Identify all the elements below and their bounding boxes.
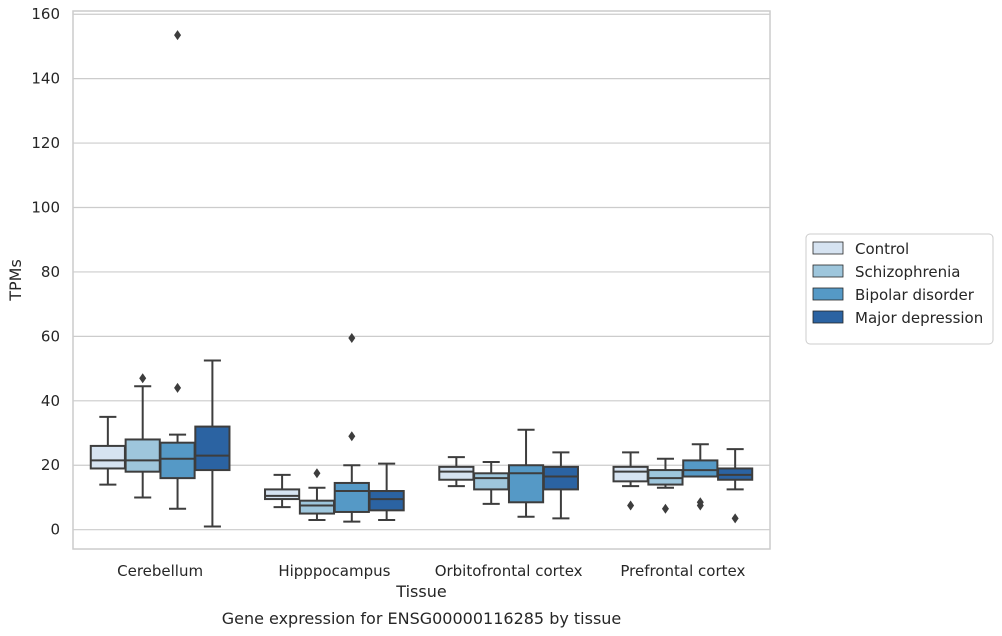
outlier-point [313, 468, 321, 479]
outlier-point [174, 382, 182, 393]
iqr-box [89, 444, 126, 470]
iqr-box [194, 425, 231, 472]
legend: Control Schizophrenia Bipolar disorder Majo… [805, 233, 994, 345]
x-tick-label: Hipppocampus [278, 562, 390, 580]
iqr-box [264, 488, 301, 501]
iqr-box [298, 499, 336, 515]
legend-frame [805, 233, 994, 345]
chart-caption: Gene expression for ENSG00000116285 by t… [222, 609, 622, 628]
x-tick-label: Prefrontal cortex [620, 562, 745, 580]
box-major-depression [542, 451, 579, 520]
iqr-box [333, 481, 370, 513]
iqr-box [473, 472, 510, 491]
box-major-depression [194, 359, 231, 528]
legend-swatch [812, 241, 844, 255]
x-axis-ticks: Cerebellum Hipppocampus Orbitofrontal cort… [117, 562, 745, 580]
y-tick-label: 60 [41, 327, 60, 345]
legend-label: Major depression [855, 309, 983, 327]
legend-swatch [812, 264, 844, 278]
outlier-point [348, 431, 356, 442]
x-axis-label: Tissue [395, 582, 446, 601]
iqr-box [368, 490, 405, 512]
iqr-box [612, 465, 649, 483]
box-control [438, 456, 475, 488]
box-control [89, 415, 126, 486]
box-bipolar-disorder [333, 332, 370, 523]
box-bipolar-disorder [159, 30, 196, 510]
box-major-depression [717, 448, 754, 524]
legend-label: Control [855, 240, 909, 258]
outlier-point [696, 497, 704, 508]
box-bipolar-disorder [682, 443, 719, 511]
outlier-point [627, 500, 635, 511]
y-tick-label: 140 [31, 70, 60, 88]
outlier-point [731, 513, 739, 524]
legend-label: Bipolar disorder [855, 286, 975, 304]
outlier-point [348, 332, 356, 343]
box-schizophrenia [647, 457, 684, 514]
outlier-point [174, 30, 182, 41]
x-tick-label: Orbitofrontal cortex [435, 562, 583, 580]
box-control [612, 451, 649, 511]
box-schizophrenia [298, 468, 336, 522]
outlier-point [661, 503, 669, 514]
box-major-depression [368, 462, 405, 522]
box-schizophrenia [124, 373, 161, 499]
x-tick-label: Cerebellum [117, 562, 203, 580]
iqr-box [507, 464, 545, 504]
iqr-box [159, 441, 196, 480]
iqr-box [124, 438, 161, 473]
y-axis-ticks: 0 20 40 60 80 100 120 140 160 [31, 5, 60, 538]
y-tick-label: 40 [41, 392, 60, 410]
y-tick-label: 0 [50, 521, 60, 539]
box-control [264, 473, 301, 509]
box-schizophrenia [473, 461, 510, 505]
y-tick-label: 120 [31, 134, 60, 152]
y-tick-label: 80 [41, 263, 60, 281]
y-tick-label: 20 [41, 456, 60, 474]
plot-frame [72, 10, 771, 550]
y-tick-label: 160 [31, 5, 60, 23]
iqr-box [682, 459, 719, 478]
box-layer [89, 30, 754, 528]
box-bipolar-disorder [507, 428, 545, 518]
outlier-point [139, 373, 147, 384]
iqr-box [438, 465, 475, 481]
y-axis-label: TPMs [6, 259, 25, 302]
legend-swatch [812, 287, 844, 301]
legend-swatch [812, 310, 844, 324]
legend-label: Schizophrenia [855, 263, 960, 281]
iqr-box [542, 465, 579, 491]
y-tick-label: 100 [31, 199, 60, 217]
